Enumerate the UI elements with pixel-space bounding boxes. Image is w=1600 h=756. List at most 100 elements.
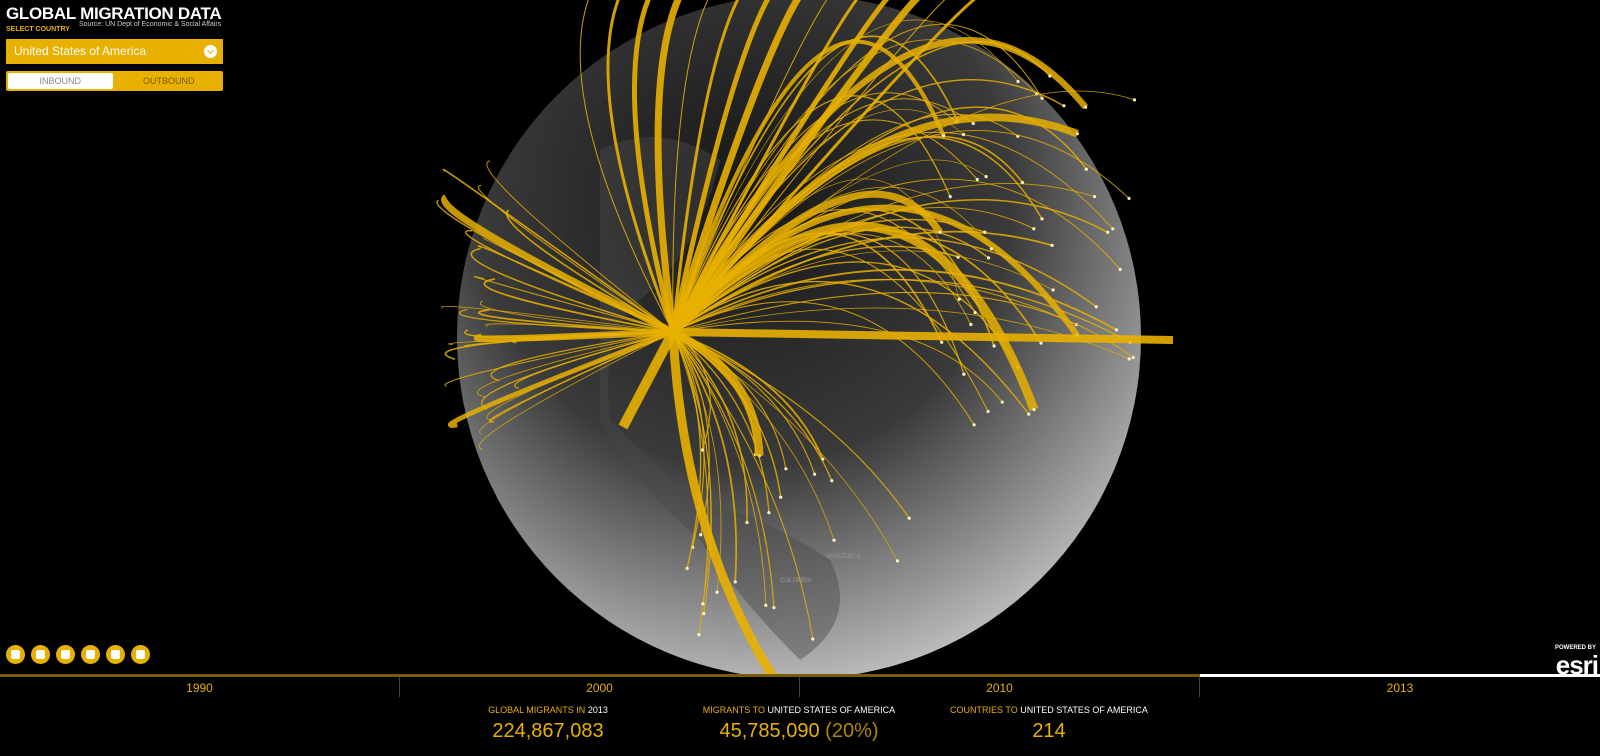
stat-block: COUNTRIES TO UNITED STATES OF AMERICA 21… (929, 705, 1169, 743)
origin-dot (811, 637, 815, 641)
arc (672, 207, 1034, 333)
arc (672, 331, 770, 513)
play-button[interactable] (6, 645, 25, 664)
arc (618, 329, 678, 430)
origin-dot (948, 195, 952, 199)
arc (479, 300, 674, 333)
origin-dot (1132, 98, 1137, 102)
arc (632, 0, 676, 333)
layers-button[interactable] (56, 645, 75, 664)
origin-dot (784, 467, 788, 471)
origin-dot (715, 590, 719, 594)
origin-dot (700, 448, 704, 452)
stat-subject: UNITED STATES OF AMERICA (767, 705, 896, 715)
origin-dot (764, 603, 768, 608)
arc (672, 328, 1174, 344)
origin-dot (733, 580, 737, 584)
origin-dot (745, 520, 749, 525)
origin-dot (830, 479, 834, 483)
origin-dot (895, 559, 900, 563)
info-button[interactable] (31, 645, 50, 664)
app-title: GLOBAL MIGRATION DATA (6, 4, 222, 23)
arc (672, 278, 1131, 343)
arc (672, 331, 748, 523)
toggle-option[interactable]: INBOUND (8, 73, 113, 89)
origin-dot (1016, 79, 1020, 84)
origin-dot (1050, 243, 1054, 247)
arc (669, 221, 1039, 412)
powered-by: POWERED BY (1554, 645, 1596, 651)
arc (672, 130, 1130, 333)
origin-dot (1048, 74, 1052, 78)
timeline-year[interactable]: 2013 (1386, 681, 1414, 695)
origin-dot (992, 344, 996, 348)
timeline-year[interactable]: 1990 (0, 677, 400, 697)
origin-dot (1093, 195, 1097, 199)
origin-dot (1094, 305, 1098, 309)
timeline-year[interactable]: 2000 (400, 677, 800, 697)
origin-dot (1127, 357, 1131, 361)
arc (672, 0, 946, 333)
origin-dot (983, 230, 987, 234)
origin-dot (1039, 341, 1043, 345)
origin-dot (942, 134, 946, 138)
origin-dot (940, 340, 944, 344)
stat-value: 214 (1032, 720, 1066, 742)
origin-dot (697, 633, 701, 637)
arc (444, 331, 674, 387)
arc (670, 0, 771, 333)
arc (672, 35, 959, 333)
arc (671, 0, 859, 333)
locate-button[interactable] (131, 645, 150, 664)
timeline-year[interactable]: 2010 (800, 677, 1200, 697)
origin-dot (984, 175, 988, 179)
toggle-option[interactable]: OUTBOUND (143, 76, 195, 86)
stat-block: GLOBAL MIGRANTS IN 2013 224,867,083 (428, 705, 668, 743)
map-label: VENEZUELA (825, 554, 861, 560)
source-note: Source: UN Dept of Economic & Social Aff… (79, 21, 222, 28)
arc (473, 275, 674, 333)
arc (672, 0, 709, 333)
arc (672, 0, 828, 333)
globe-map: VENEZUELA COLOMBIA (436, 0, 1174, 674)
zoom-out-button[interactable] (106, 645, 125, 664)
origin-dot (1111, 227, 1115, 231)
arc (477, 184, 674, 333)
arc (606, 0, 675, 333)
zoom-in-button[interactable] (81, 645, 100, 664)
dropdown-value: United States of America (14, 44, 147, 58)
arc (672, 331, 775, 608)
arc (654, 0, 682, 333)
timeline-track (0, 674, 1600, 677)
stat-subject: 2013 (587, 705, 608, 715)
timeline-selection (1200, 674, 1600, 677)
arc (668, 331, 777, 674)
arc (672, 331, 767, 606)
origin-dot (957, 297, 961, 301)
origin-dot (972, 423, 976, 427)
origin-dot (1027, 412, 1031, 416)
origin-dot (1084, 167, 1088, 171)
arc (672, 261, 1019, 368)
arc (672, 226, 989, 333)
stat-share: (20%) (825, 720, 879, 742)
map-controls (6, 645, 150, 664)
stat-label: GLOBAL MIGRANTS IN (488, 705, 586, 715)
stat-block: MIGRANTS TO UNITED STATES OF AMERICA 45,… (679, 705, 919, 743)
dropdown-icon (204, 45, 217, 58)
arc (670, 0, 890, 334)
arc (672, 331, 824, 460)
origin-dot (1032, 227, 1036, 231)
origin-dot (702, 612, 706, 616)
origin-dot (1040, 96, 1044, 100)
origin-dot (975, 177, 979, 182)
arc (672, 320, 1003, 403)
origin-dot (1040, 217, 1044, 221)
arc (672, 331, 910, 519)
country-dropdown[interactable]: United States of America (6, 39, 223, 64)
arc (477, 331, 674, 398)
arc (486, 160, 674, 333)
arc (672, 331, 722, 593)
origin-dot (986, 409, 990, 414)
